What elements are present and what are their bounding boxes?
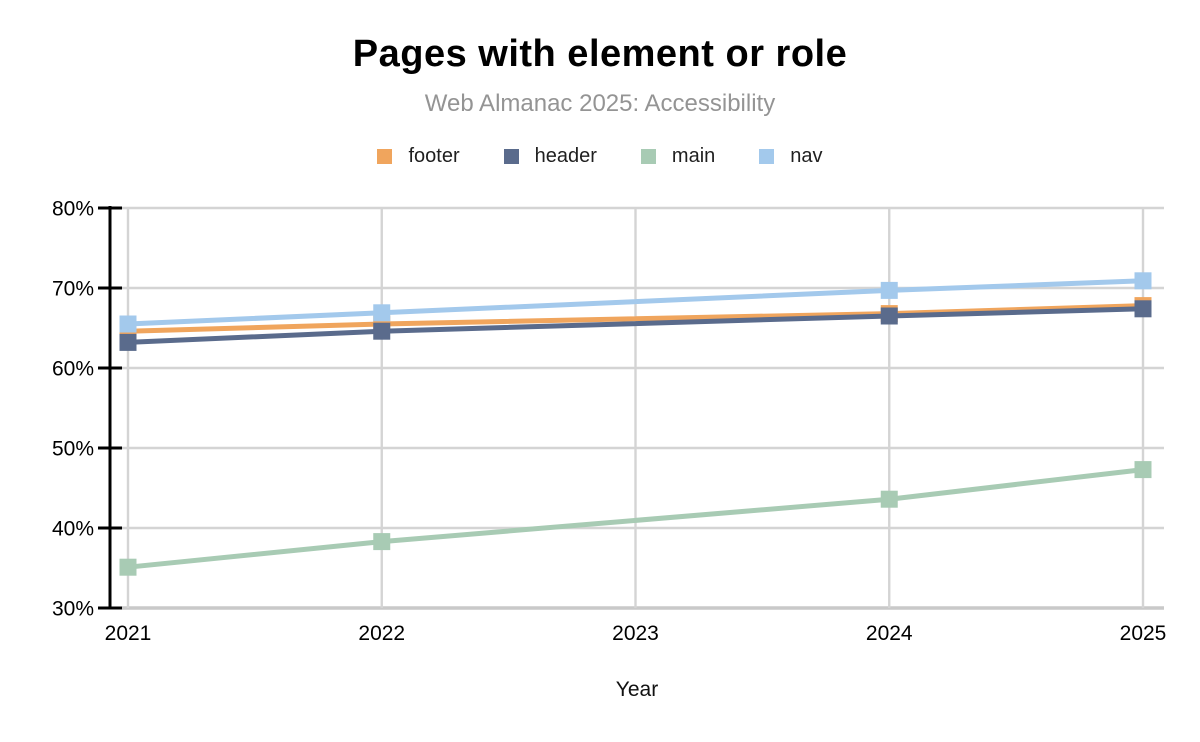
series-marker-header-2021 — [119, 333, 137, 351]
y-axis-tick-label: 40% — [52, 518, 94, 541]
y-axis-tick-label: 50% — [52, 438, 94, 461]
series-marker-main-2022 — [373, 533, 391, 551]
series-marker-header-2024 — [880, 307, 898, 325]
x-axis-tick-label: 2021 — [105, 622, 152, 645]
legend-label: footer — [408, 145, 460, 167]
x-axis-title: Year — [615, 678, 659, 701]
chart-title: Pages with element or role — [352, 33, 848, 75]
series-marker-nav-2025 — [1134, 272, 1152, 290]
legend-swatch-header — [503, 149, 519, 164]
series-line-header — [127, 306, 1144, 345]
y-axis-tick-label: 60% — [52, 358, 94, 381]
y-axis-tick-label: 30% — [52, 598, 94, 621]
series-marker-header-2022 — [373, 322, 391, 340]
legend-label: header — [534, 145, 597, 167]
chart-subtitle: Web Almanac 2025: Accessibility — [424, 90, 776, 117]
series-marker-main-2025 — [1134, 461, 1152, 479]
legend-swatch-nav — [759, 149, 775, 164]
series-marker-nav-2024 — [880, 281, 898, 299]
legend-swatch-footer — [377, 149, 393, 164]
series-marker-main-2024 — [880, 490, 898, 508]
legend-label: nav — [790, 145, 823, 167]
series-marker-main-2021 — [119, 558, 137, 576]
legend-item-nav: nav — [759, 145, 823, 168]
x-axis-tick-label: 2024 — [866, 622, 913, 645]
series-marker-nav-2022 — [373, 304, 391, 322]
legend-item-main: main — [640, 145, 716, 168]
series-line-nav — [127, 278, 1144, 327]
x-axis-tick-label: 2025 — [1120, 622, 1167, 645]
legend-item-header: header — [503, 145, 597, 168]
series-line-main — [127, 467, 1144, 570]
x-axis-tick-label: 2022 — [358, 622, 405, 645]
series-line-footer — [127, 303, 1144, 334]
y-axis-tick-label: 70% — [52, 278, 94, 301]
y-axis-tick-label: 80% — [52, 198, 94, 221]
series-marker-header-2025 — [1134, 300, 1152, 318]
legend-label: main — [671, 145, 716, 167]
x-axis-tick-label: 2023 — [612, 622, 659, 645]
chart-legend: footer header main nav — [0, 145, 1200, 168]
series-marker-nav-2021 — [119, 315, 137, 333]
legend-item-footer: footer — [377, 145, 460, 168]
legend-swatch-main — [640, 149, 656, 164]
